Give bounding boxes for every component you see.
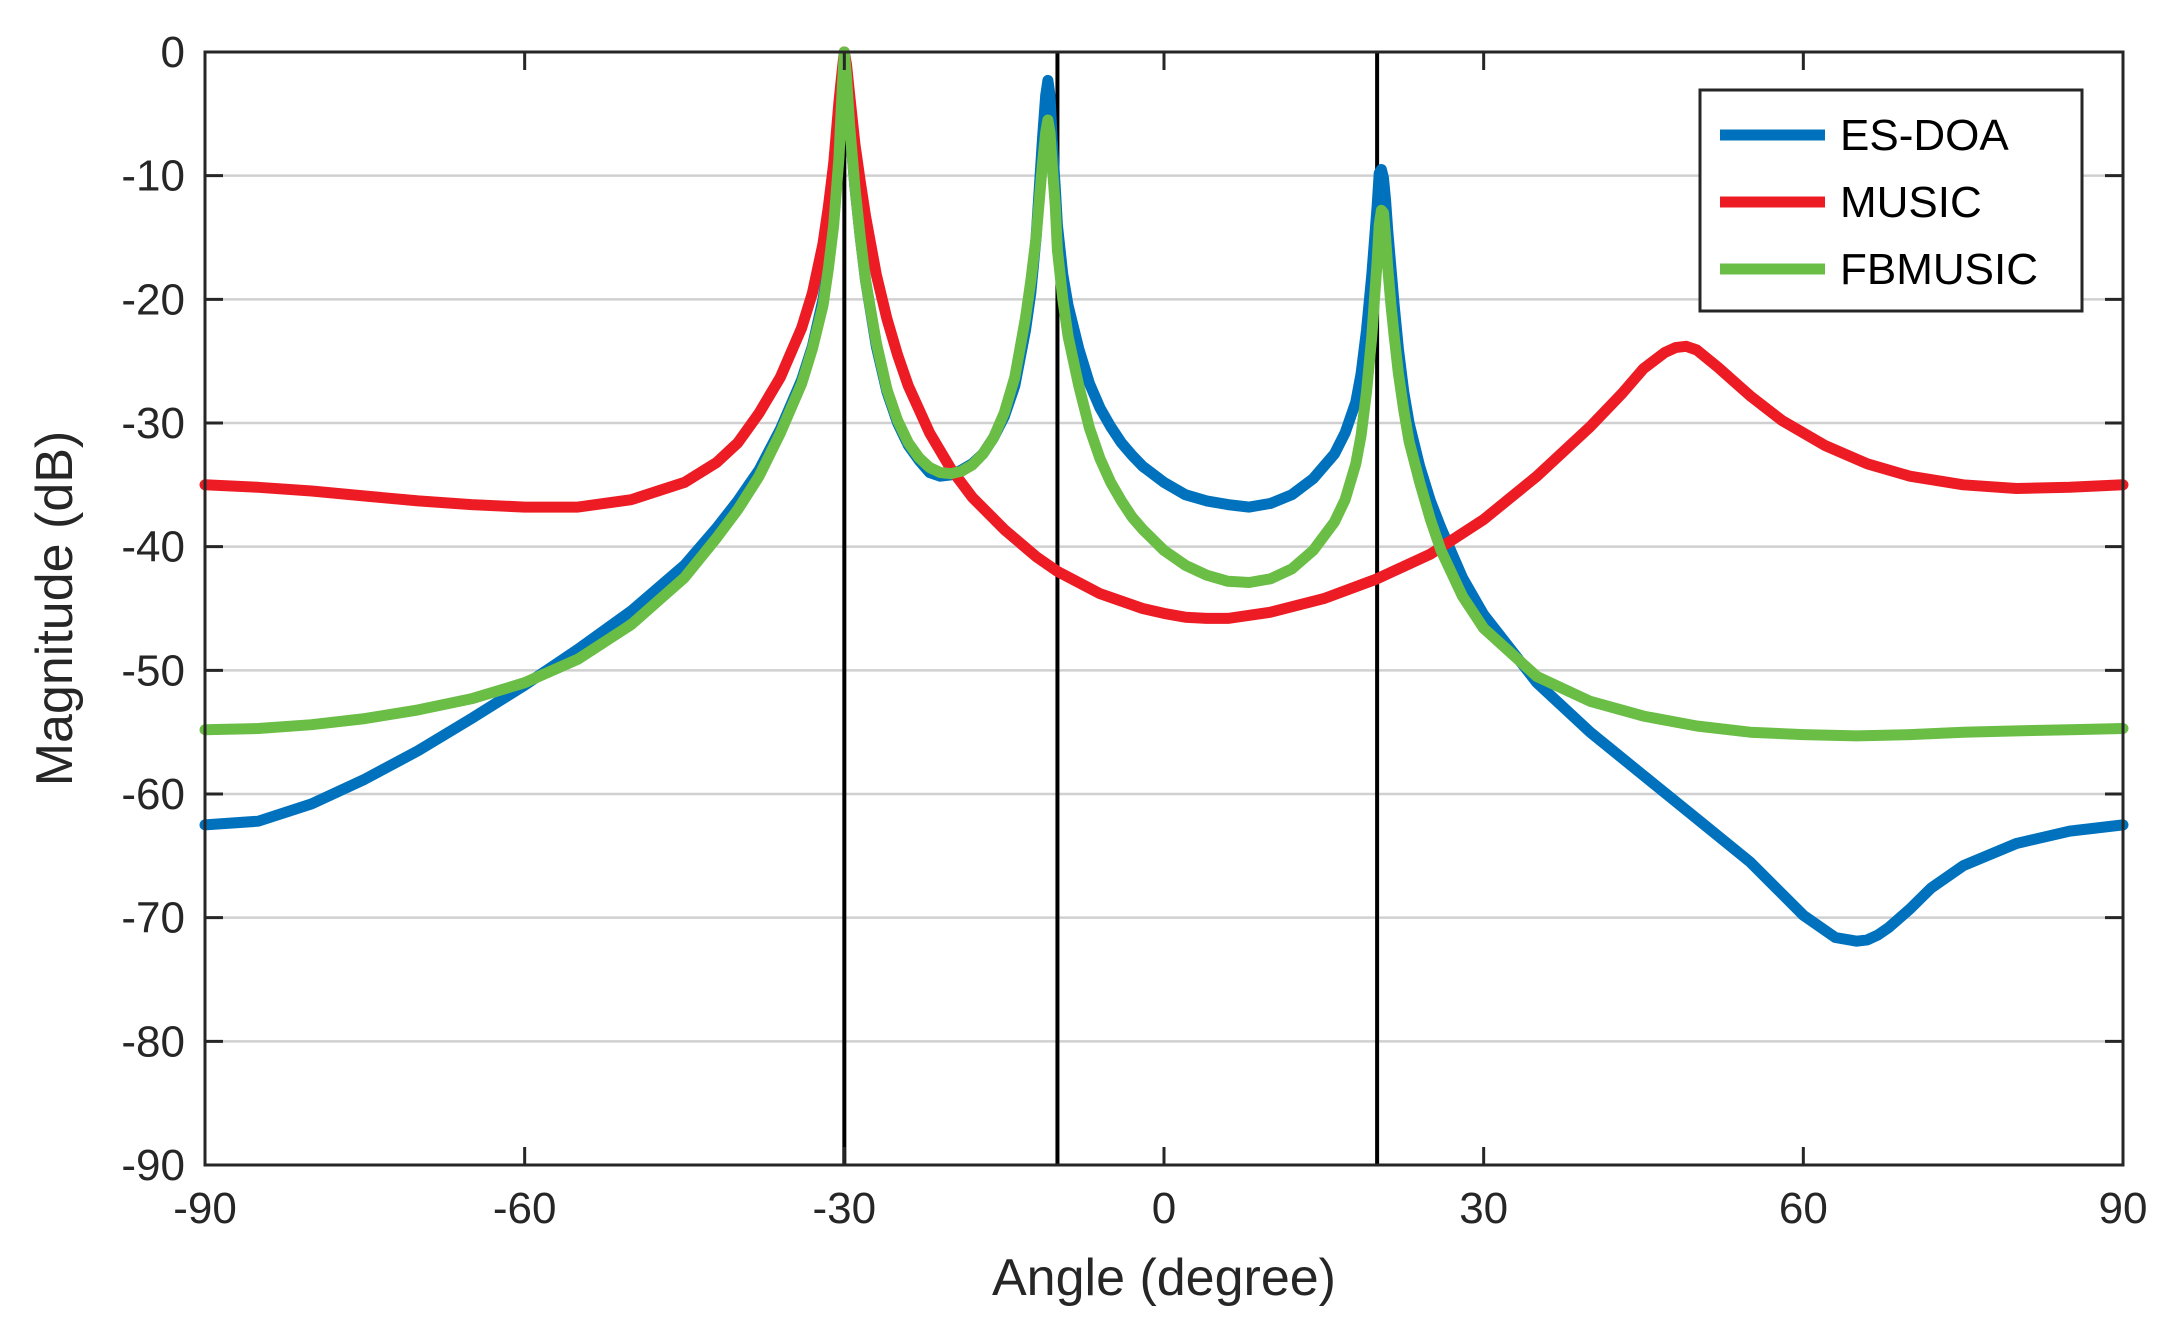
y-tick-label: -30 [121,399,185,448]
x-tick-label: 90 [2099,1184,2148,1233]
x-tick-label: -30 [813,1184,877,1233]
legend-items: ES-DOA MUSIC FBMUSIC [1720,111,2038,294]
y-axis-label: Magnitude (dB) [26,431,84,787]
y-tick-label: -20 [121,275,185,324]
y-tick-labels: 0 -10 -20 -30 -40 -50 -60 -70 -80 -90 [121,28,185,1190]
legend-label: FBMUSIC [1840,245,2038,294]
y-tick-label: -70 [121,894,185,943]
y-tick-label: -40 [121,523,185,572]
legend-label: MUSIC [1840,178,1982,227]
x-axis-label: Angle (degree) [992,1249,1336,1307]
x-tick-label: 60 [1779,1184,1828,1233]
y-tick-label: -90 [121,1141,185,1190]
y-tick-label: -60 [121,770,185,819]
y-tick-label: 0 [161,28,185,77]
legend-label: ES-DOA [1840,111,2009,160]
y-tick-label: -10 [121,152,185,201]
series-line-music [199,46,2129,624]
axis-ticks [203,50,2125,1167]
y-tick-label: -50 [121,646,185,695]
series-line-fbmusic [199,46,2129,742]
y-tick-label: -80 [121,1017,185,1066]
x-tick-label: -90 [173,1184,237,1233]
x-tick-labels: -90 -60 -30 0 30 60 90 [173,1184,2147,1233]
legend: ES-DOA MUSIC FBMUSIC [1698,88,2084,313]
x-tick-label: 0 [1152,1184,1176,1233]
x-tick-label: -60 [493,1184,557,1233]
series-lines [199,46,2129,947]
x-tick-label: 30 [1459,1184,1508,1233]
